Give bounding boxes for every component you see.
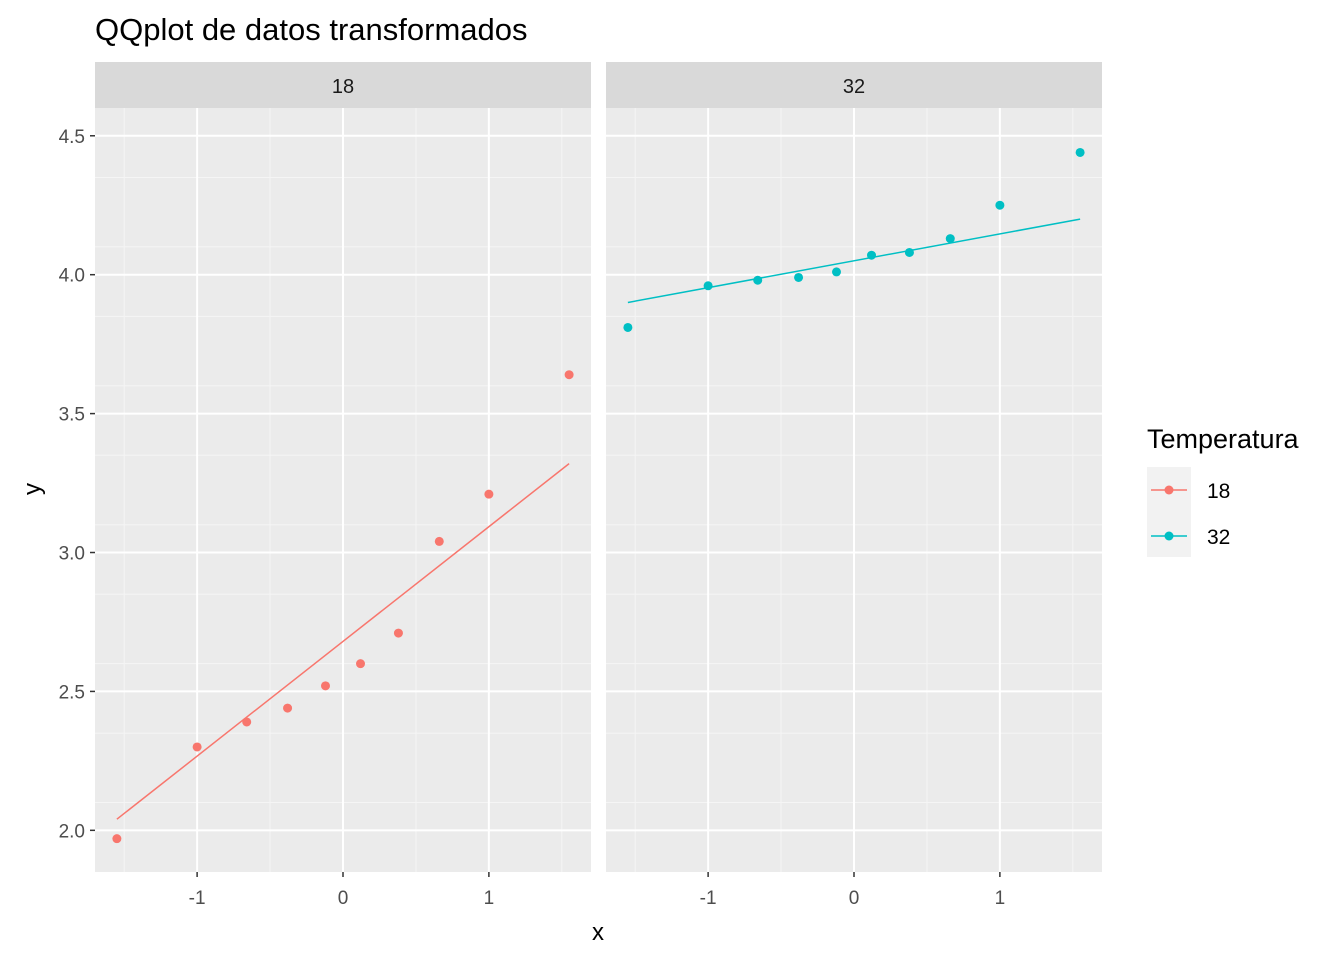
data-point: [564, 370, 574, 380]
facet-panel-32: 32 -1 0 1: [606, 62, 1102, 909]
data-point: [623, 322, 633, 332]
x-tick-label: 0: [849, 888, 860, 909]
chart-title: QQplot de datos transformados: [95, 12, 528, 47]
legend-entry-32: 32: [1151, 526, 1230, 549]
legend-key-background: [1147, 467, 1191, 557]
y-tick-label: 3.0: [59, 544, 85, 565]
y-tick-label: 2.5: [59, 682, 85, 703]
legend-key-point: [1164, 531, 1174, 541]
data-point: [192, 742, 202, 752]
facet-strip: [606, 62, 1102, 108]
data-point: [393, 628, 403, 638]
x-tick-label: -1: [700, 888, 717, 909]
y-tick-label: 4.0: [59, 266, 85, 287]
data-point: [484, 489, 494, 499]
data-point: [867, 250, 877, 260]
facet-strip-label: 32: [843, 76, 865, 98]
x-axis-title: x: [592, 919, 604, 946]
legend-entry-label: 32: [1207, 526, 1230, 549]
data-point: [904, 247, 914, 257]
data-point: [703, 281, 713, 291]
data-point: [283, 703, 293, 713]
legend: Temperatura 18 32: [1147, 424, 1300, 557]
data-point: [242, 717, 252, 727]
data-point: [434, 536, 444, 546]
y-axis: 2.0 2.5 3.0 3.5 4.0 4.5: [59, 127, 95, 842]
facet-strip-label: 18: [332, 76, 354, 98]
data-point: [112, 834, 122, 844]
facet-panel-18: 18 -1 0 1: [95, 62, 591, 909]
data-point: [356, 659, 366, 669]
legend-key-point: [1164, 485, 1174, 495]
y-tick-label: 2.0: [59, 821, 85, 842]
legend-title: Temperatura: [1147, 424, 1300, 454]
legend-entry-label: 18: [1207, 480, 1230, 503]
legend-entry-18: 18: [1151, 480, 1230, 503]
x-tick-label: 0: [338, 888, 349, 909]
y-tick-label: 4.5: [59, 127, 85, 148]
data-point: [794, 272, 804, 282]
data-point: [945, 234, 955, 244]
data-point: [995, 200, 1005, 210]
x-tick-label: -1: [189, 888, 206, 909]
data-point: [753, 275, 763, 285]
y-tick-label: 3.5: [59, 405, 85, 426]
qq-reference-line: [627, 218, 1081, 304]
data-point: [1075, 147, 1085, 157]
x-tick-label: 1: [995, 888, 1006, 909]
facet-strip: [95, 62, 591, 108]
x-tick-label: 1: [484, 888, 495, 909]
y-axis-title: y: [19, 483, 46, 495]
qq-reference-line: [116, 463, 570, 820]
data-point: [320, 681, 330, 691]
data-point: [831, 267, 841, 277]
